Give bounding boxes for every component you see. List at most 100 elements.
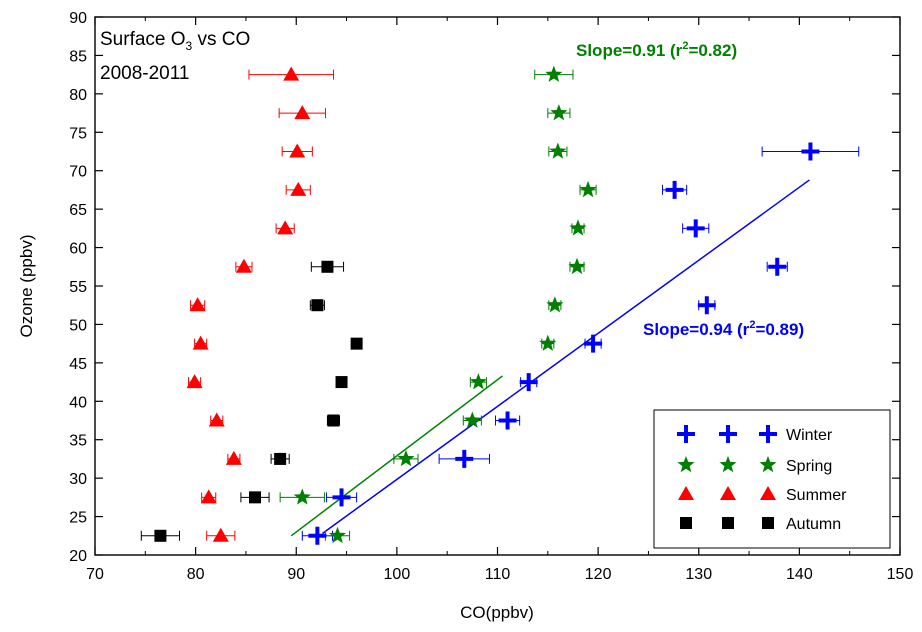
autumn-data-point — [248, 491, 261, 504]
y-axis: 20 25 30 35 40 45 50 55 60 65 70 75 80 85 90 — [69, 10, 900, 565]
winter-slope-annotation: Slope=0.94 (r2=0.89) — [643, 319, 804, 339]
winter-regression-line — [321, 179, 810, 535]
legend-entries: Winter Spring Summer Autumn — [677, 425, 847, 533]
spring-slope-main: Slope=0.91 (r — [576, 41, 683, 60]
legend-autumn-marker — [762, 517, 774, 529]
x-tick-label: 130 — [685, 566, 712, 583]
winter-data-point — [665, 180, 684, 199]
data-markers — [154, 65, 820, 545]
spring-data-point — [328, 526, 347, 544]
y-tick-label: 35 — [69, 433, 87, 450]
winter-data-point — [768, 257, 787, 276]
legend-winter-marker — [677, 425, 695, 443]
y-tick-label: 80 — [69, 87, 87, 104]
winter-slope-main: Slope=0.94 (r — [643, 320, 750, 339]
spring-data-point — [546, 296, 564, 313]
spring-data-point — [550, 104, 568, 121]
autumn-data-point — [350, 337, 363, 350]
autumn-data-point — [274, 452, 287, 465]
spring-data-point — [397, 449, 415, 467]
summer-data-point — [225, 450, 242, 465]
x-tick-label: 140 — [786, 566, 813, 583]
spring-data-point — [568, 257, 586, 275]
y-tick-label: 75 — [69, 125, 87, 142]
summer-data-point — [200, 489, 217, 504]
y-axis-label: Ozone (ppbv) — [17, 235, 36, 338]
y-tick-label: 85 — [69, 48, 87, 65]
legend-winter-label: Winter — [786, 427, 833, 444]
legend-autumn-marker — [680, 517, 692, 529]
y-tick-label: 20 — [69, 548, 87, 565]
legend-autumn-marker — [722, 517, 734, 529]
autumn-data-point — [327, 414, 340, 427]
summer-data-point — [212, 527, 229, 542]
y-tick-label: 90 — [69, 10, 87, 27]
winter-data-point — [455, 449, 474, 468]
summer-data-point — [294, 105, 311, 120]
summer-data-point — [289, 143, 306, 158]
winter-data-point — [697, 296, 716, 315]
y-tick-label: 30 — [69, 471, 87, 488]
legend-summer-marker — [678, 486, 694, 500]
y-tick-label: 55 — [69, 279, 87, 296]
winter-slope-rest: =0.89) — [755, 320, 804, 339]
y-tick-label: 65 — [69, 202, 87, 219]
autumn-data-point — [321, 260, 334, 273]
legend-spring-label: Spring — [786, 458, 832, 475]
legend-spring-marker — [677, 456, 695, 473]
title-line-1: Surface O3 vs CO — [100, 29, 250, 53]
title-line-2: 2008-2011 — [100, 63, 189, 84]
summer-data-point — [235, 258, 252, 273]
x-tick-label: 150 — [887, 566, 914, 583]
summer-data-point — [290, 181, 307, 196]
x-tick-label: 80 — [187, 566, 205, 583]
spring-slope-sup: 2 — [682, 40, 688, 52]
autumn-data-point — [311, 299, 324, 312]
regression-lines — [290, 179, 810, 537]
spring-data-point — [539, 334, 557, 351]
y-tick-label: 45 — [69, 356, 87, 373]
legend-autumn-label: Autumn — [786, 516, 841, 533]
summer-data-point — [277, 220, 294, 235]
winter-data-point — [308, 526, 327, 545]
y-tick-label: 25 — [69, 510, 87, 527]
y-tick-label: 60 — [69, 241, 87, 258]
x-axis-label: CO(ppbv) — [460, 603, 534, 622]
legend-spring-marker — [759, 456, 777, 473]
winter-data-point — [686, 219, 705, 238]
chart-title: Surface O3 vs CO 2008-2011 — [100, 29, 250, 84]
spring-data-point — [569, 219, 587, 236]
x-tick-label: 100 — [384, 566, 411, 583]
legend: Winter Spring Summer Autumn — [653, 409, 891, 549]
x-tick-label: 110 — [485, 566, 511, 583]
winter-data-point — [519, 373, 538, 392]
spring-slope-rest: =0.82) — [688, 41, 737, 60]
spring-slope-annotation: Slope=0.91 (r2=0.82) — [576, 40, 737, 60]
title-line-1-rest: vs CO — [192, 29, 250, 50]
spring-data-point — [545, 65, 563, 82]
x-tick-label: 70 — [86, 566, 104, 583]
legend-winter-marker — [719, 425, 737, 443]
x-axis: 70 80 90 100 110 120 130 140 150 — [86, 17, 913, 583]
legend-winter-marker — [759, 425, 777, 443]
summer-data-point — [283, 66, 300, 81]
spring-data-point — [463, 411, 481, 428]
winter-data-point — [332, 488, 351, 507]
y-tick-label: 70 — [69, 164, 87, 181]
y-tick-label: 40 — [69, 394, 87, 411]
summer-data-point — [208, 412, 225, 427]
summer-data-point — [186, 374, 203, 389]
spring-data-point — [293, 488, 311, 505]
x-tick-label: 90 — [287, 566, 305, 583]
autumn-data-point — [335, 376, 348, 389]
summer-data-point — [192, 335, 209, 350]
winter-data-point — [498, 411, 517, 430]
legend-summer-label: Summer — [786, 487, 847, 504]
legend-spring-marker — [719, 456, 737, 473]
spring-data-point — [579, 180, 597, 198]
winter-data-point — [801, 142, 820, 161]
summer-data-point — [189, 297, 206, 312]
spring-data-point — [549, 142, 567, 159]
legend-summer-marker — [760, 486, 776, 500]
